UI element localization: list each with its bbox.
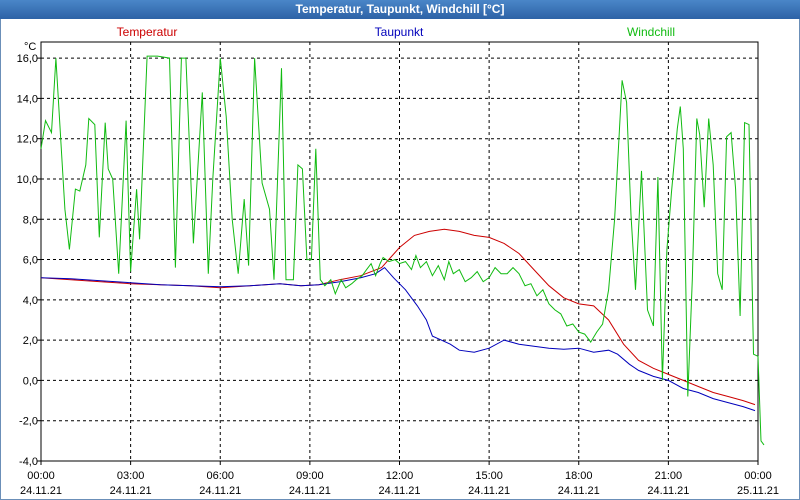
legend-windchill: Windchill bbox=[627, 25, 675, 39]
legend-taupunkt: Taupunkt bbox=[375, 25, 424, 39]
x-tick-time-label: 09:00 bbox=[296, 470, 324, 482]
x-tick-time-label: 12:00 bbox=[386, 470, 414, 482]
legend-temperatur: Temperatur bbox=[117, 25, 178, 39]
chart-title: Temperatur, Taupunkt, Windchill [°C] bbox=[0, 0, 800, 19]
x-tick-date-label: 24.11.21 bbox=[289, 485, 331, 497]
y-tick-label: 2,0 bbox=[23, 335, 38, 347]
x-tick-date-label: 24.11.21 bbox=[468, 485, 510, 497]
x-tick-date-label: 24.11.21 bbox=[20, 485, 62, 497]
x-tick-date-label: 24.11.21 bbox=[558, 485, 600, 497]
x-tick-time-label: 15:00 bbox=[475, 470, 503, 482]
y-axis-label: °C bbox=[24, 41, 36, 53]
y-tick-label: 16,0 bbox=[17, 53, 38, 65]
series-lines bbox=[40, 55, 765, 446]
y-tick-label: 8,0 bbox=[23, 214, 38, 226]
y-tick-label: 10,0 bbox=[17, 174, 38, 186]
series-line-windchill bbox=[40, 55, 765, 446]
x-tick-date-label: 24.11.21 bbox=[647, 485, 689, 497]
series-line-temperatur bbox=[40, 228, 756, 406]
y-tick-label: 6,0 bbox=[23, 255, 38, 267]
x-tick-date-label: 24.11.21 bbox=[199, 485, 241, 497]
x-tick-time-label: 03:00 bbox=[117, 470, 145, 482]
y-tick-label: -2,0 bbox=[19, 416, 38, 428]
x-tick-date-label: 24.11.21 bbox=[110, 485, 152, 497]
x-tick-date-label: 24.11.21 bbox=[378, 485, 420, 497]
y-tick-label: 12,0 bbox=[17, 134, 38, 146]
x-tick-time-label: 06:00 bbox=[206, 470, 234, 482]
legend: Temperatur Taupunkt Windchill bbox=[117, 25, 675, 39]
series-line-taupunkt bbox=[40, 266, 756, 412]
x-tick-time-label: 00:00 bbox=[27, 470, 55, 482]
x-tick-date-label: 25.11.21 bbox=[737, 485, 779, 497]
y-tick-label: -4,0 bbox=[19, 456, 38, 468]
x-tick-time-label: 00:00 bbox=[744, 470, 772, 482]
x-tick-time-label: 21:00 bbox=[655, 470, 683, 482]
grid bbox=[41, 42, 758, 462]
x-axis: 00:00 24.11.21 03:00 24.11.21 06:00 24.11.21 0… bbox=[20, 461, 779, 497]
y-tick-label: 0,0 bbox=[23, 375, 38, 387]
y-tick-label: 14,0 bbox=[17, 93, 38, 105]
x-tick-time-label: 18:00 bbox=[565, 470, 593, 482]
y-axis: -4,0 -2,0 0,0 2,0 4,0 6,0 8,0 10,0 12,0 14,0 16,0 bbox=[17, 53, 41, 468]
y-tick-label: 4,0 bbox=[23, 295, 38, 307]
